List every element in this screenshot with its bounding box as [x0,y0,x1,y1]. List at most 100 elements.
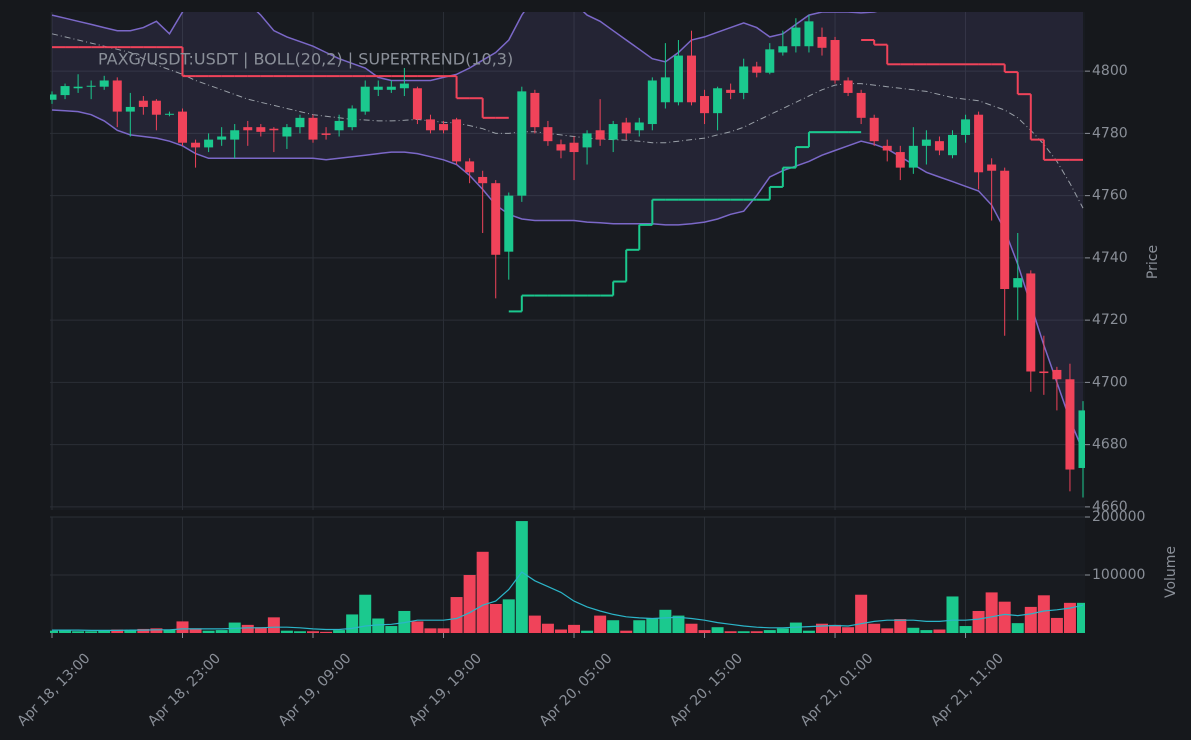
candle-body [830,40,840,81]
volume-bar [515,521,528,633]
volume-bar [1077,602,1085,633]
volume-bar [998,601,1011,633]
candle-body [164,113,174,115]
volume-bar [1037,595,1050,633]
volume-bar [215,630,228,633]
candle-body [934,141,944,151]
candle-body [60,86,70,96]
volume-bar [698,630,711,633]
candle-body [204,139,214,148]
x-tick-label: Apr 19, 09:00 [276,650,355,729]
x-tick-label: Apr 20, 05:00 [537,650,616,729]
candle-body [308,117,318,140]
candle-body [412,88,422,120]
candle-body [504,195,514,252]
volume-bar [776,628,789,633]
candle-body [243,127,253,131]
volume-bar [450,597,463,633]
candle-body [804,21,814,47]
candle-body [112,80,122,112]
volume-bar [1011,623,1024,633]
candle-body [961,119,971,135]
candle-body [1026,273,1036,372]
candle-body [556,144,566,151]
volume-bar [267,617,280,633]
candle-body [517,91,527,196]
candle-body [1039,371,1049,374]
candle-body [569,142,579,153]
candle-body [673,55,683,103]
candle-body [817,36,827,48]
volume-bar [346,614,359,633]
volume-bar [150,628,163,633]
volume-bar [933,629,946,633]
volume-bar [424,628,437,633]
candle-body [739,66,749,93]
volume-bar [98,630,111,633]
candle-body [582,133,592,148]
volume-bar [646,618,659,633]
candle-body [465,161,475,173]
volume-bar [594,615,607,633]
volume-bar [85,631,98,633]
candle-body [282,127,292,137]
volume-bar [528,615,541,633]
candle-body [478,176,488,184]
candle-body [752,66,762,73]
candle-body [1078,410,1085,468]
candle-body [987,164,997,171]
volume-axis-label: Volume [1163,546,1179,598]
volume-bar [985,592,998,633]
candle-body [138,100,148,107]
volume-bar [724,631,737,633]
candle-body [778,46,788,53]
candle-body [647,80,657,125]
volume-layer [50,521,1085,633]
volume-bar [359,594,372,633]
candle-body [882,145,892,151]
volume-bar [750,631,763,633]
volume-bar [476,551,489,633]
candle-body [373,86,383,90]
candle-body [700,96,710,114]
candle-body [908,145,918,168]
volume-bar [868,623,881,633]
candle-body [50,94,57,100]
candle-body [491,183,501,255]
candle-body [530,92,540,128]
y-tick-label: 4700 [1092,374,1128,390]
candle-body [151,100,161,115]
volume-bar [228,622,241,633]
volume-bar [972,610,985,633]
candle-body [660,77,670,103]
candle-body [191,142,201,148]
volume-bar [463,575,476,633]
candle-body [386,86,396,90]
candle-body [543,127,553,142]
candle-body [334,120,344,131]
y-tick-label: 4760 [1092,188,1128,204]
candle-body [360,86,370,112]
volume-bar [50,630,58,633]
candle-body [347,108,357,128]
volume-bar [763,630,776,633]
candle-body [269,128,279,131]
volume-bar [307,631,320,633]
candle-body [974,114,984,173]
y-tick-label: 4720 [1092,312,1128,328]
volume-bar [672,615,685,633]
volume-bar [372,618,385,633]
volume-bar [711,627,724,633]
volume-bar [163,629,176,633]
volume-bar [829,624,842,633]
y-tick-label: 4740 [1092,250,1128,266]
volume-bar [502,599,515,633]
x-tick-label: Apr 21, 11:00 [928,650,1007,729]
candle-body [439,124,449,131]
volume-bar [411,621,424,633]
chart-title: PAXG/USDT:USDT | BOLL(20,2) | SUPERTREND… [98,50,513,69]
candle-body [399,83,409,89]
candle-body [726,89,736,93]
candle-body [843,80,853,93]
